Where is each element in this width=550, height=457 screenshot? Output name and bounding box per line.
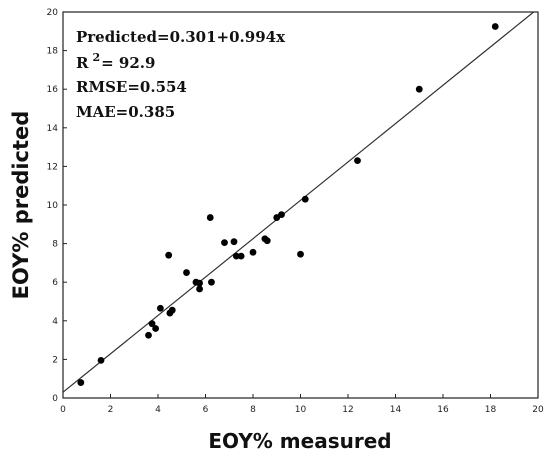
x-axis-ticks: 0 2 4 6 8 10 12 14 16 18 20 <box>60 394 544 415</box>
x-tick-label: 2 <box>108 405 114 415</box>
data-point <box>278 211 285 219</box>
x-tick-label: 12 <box>342 405 353 415</box>
x-axis-title: EOY% measured <box>208 429 391 453</box>
data-point <box>183 269 190 276</box>
y-tick-label: 16 <box>47 85 59 95</box>
data-point <box>77 379 85 386</box>
data-point <box>165 251 173 259</box>
x-tick-label: 18 <box>485 405 497 415</box>
x-tick-label: 14 <box>390 405 402 415</box>
r2-superscript: 2 <box>92 51 100 64</box>
data-point <box>415 85 423 93</box>
data-points <box>77 23 499 386</box>
data-point <box>148 320 156 328</box>
data-point <box>206 214 214 221</box>
x-tick-label: 16 <box>437 405 449 415</box>
data-point <box>249 248 257 256</box>
x-tick-label: 8 <box>250 405 256 415</box>
x-tick-label: 6 <box>203 405 209 415</box>
y-tick-label: 6 <box>52 278 58 288</box>
data-point <box>196 285 203 293</box>
data-point <box>232 252 240 260</box>
data-point <box>491 23 499 30</box>
x-tick-label: 4 <box>155 405 161 415</box>
data-point <box>230 238 238 246</box>
y-axis-ticks: 0 2 4 6 8 10 12 14 16 18 20 <box>47 8 67 404</box>
data-point <box>237 252 245 260</box>
data-point <box>168 306 176 314</box>
y-tick-label: 10 <box>47 201 59 211</box>
data-point <box>156 304 164 312</box>
stats-annotation: Predicted=0.301+0.994x R 2= 92.9 RMSE=0.5… <box>76 28 286 121</box>
equation-label: Predicted=0.301+0.994x <box>76 28 286 46</box>
data-point <box>145 331 152 339</box>
r2-value: = 92.9 <box>101 54 155 72</box>
y-tick-label: 4 <box>52 317 58 327</box>
data-point <box>354 157 361 165</box>
y-tick-label: 2 <box>52 355 58 365</box>
y-tick-label: 12 <box>47 162 58 172</box>
data-point <box>263 237 271 245</box>
data-point <box>196 279 203 287</box>
y-tick-label: 20 <box>47 8 59 18</box>
regression-line <box>62 11 535 393</box>
y-tick-label: 8 <box>52 240 58 250</box>
data-point <box>208 278 215 286</box>
r2-prefix: R <box>76 54 89 72</box>
y-tick-label: 0 <box>52 394 58 404</box>
data-point <box>301 195 309 203</box>
y-axis-title: EOY% predicted <box>9 111 33 300</box>
x-tick-label: 20 <box>532 405 544 415</box>
data-point <box>297 250 304 258</box>
x-tick-label: 0 <box>60 405 66 415</box>
mae-label: MAE=0.385 <box>76 103 175 121</box>
r2-label: R 2= 92.9 <box>76 51 155 72</box>
y-tick-label: 14 <box>47 124 59 134</box>
regression-line-group <box>62 11 535 393</box>
data-point <box>152 325 160 332</box>
x-tick-label: 10 <box>295 405 307 415</box>
data-point <box>97 356 105 364</box>
data-point <box>221 239 228 247</box>
rmse-label: RMSE=0.554 <box>76 78 187 96</box>
y-tick-label: 18 <box>47 47 59 57</box>
